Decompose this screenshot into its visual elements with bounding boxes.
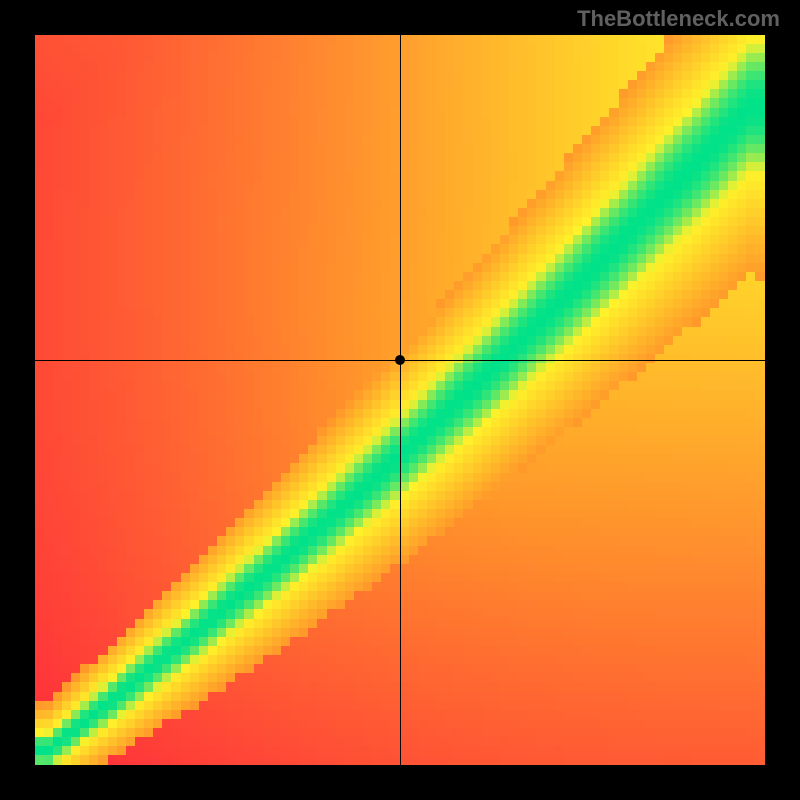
crosshair-vertical: [400, 35, 401, 765]
plot-area: [35, 35, 765, 765]
chart-container: TheBottleneck.com: [0, 0, 800, 800]
watermark-text: TheBottleneck.com: [577, 6, 780, 32]
crosshair-marker: [395, 355, 405, 365]
